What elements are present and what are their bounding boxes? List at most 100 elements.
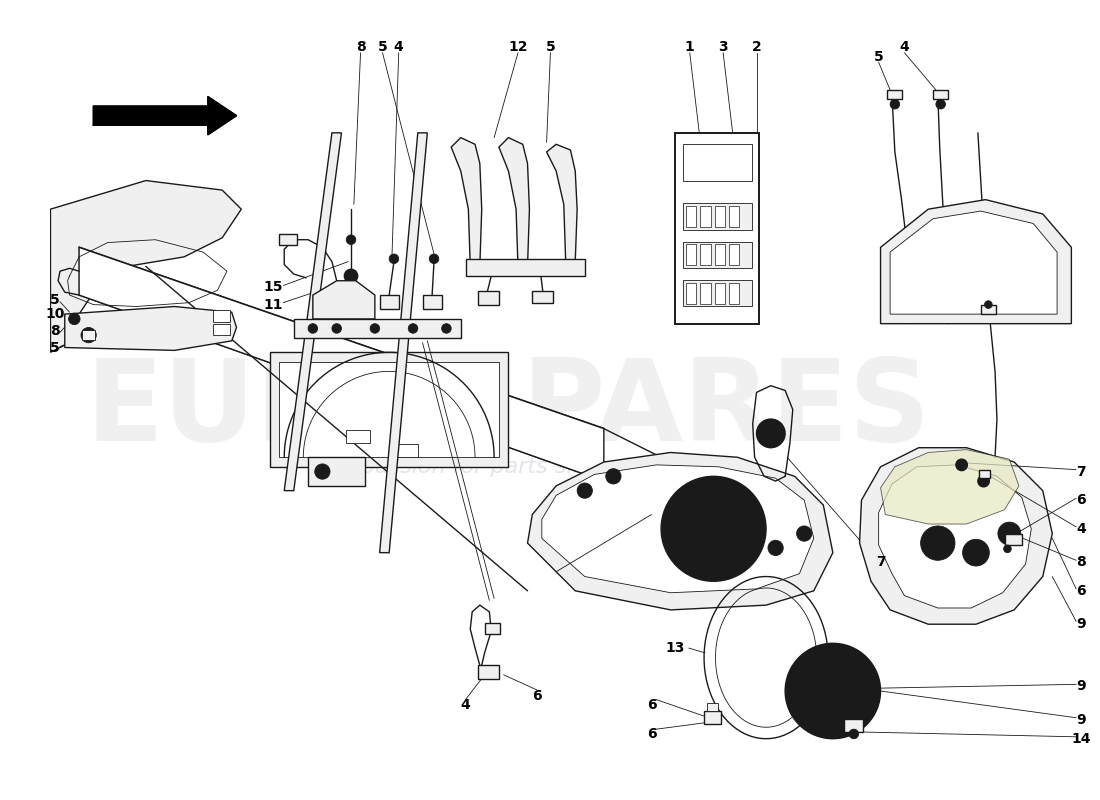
Circle shape	[578, 483, 593, 498]
Polygon shape	[284, 133, 341, 490]
Bar	[701, 206, 711, 227]
Text: 4: 4	[900, 40, 910, 54]
Circle shape	[442, 324, 451, 334]
Polygon shape	[879, 465, 1032, 608]
Text: 8: 8	[1076, 555, 1086, 570]
Text: 6: 6	[647, 698, 657, 712]
Text: 8: 8	[355, 40, 365, 54]
Bar	[212, 310, 230, 322]
Circle shape	[925, 530, 950, 555]
Circle shape	[796, 654, 869, 727]
Bar	[477, 291, 499, 305]
Circle shape	[768, 540, 783, 555]
Polygon shape	[294, 319, 461, 338]
Bar	[729, 206, 739, 227]
Circle shape	[1003, 545, 1011, 553]
Circle shape	[81, 327, 97, 342]
Circle shape	[671, 486, 757, 572]
Bar	[715, 245, 725, 266]
Bar	[888, 90, 902, 99]
Bar	[308, 458, 365, 486]
Text: 11: 11	[263, 298, 283, 311]
Text: 8: 8	[51, 324, 60, 338]
Polygon shape	[881, 200, 1071, 324]
Circle shape	[606, 469, 621, 484]
Bar	[981, 305, 996, 314]
Bar	[477, 666, 499, 678]
Circle shape	[370, 324, 379, 334]
Polygon shape	[379, 133, 427, 553]
Polygon shape	[499, 138, 529, 266]
Bar	[729, 245, 739, 266]
Bar	[715, 206, 725, 227]
Bar	[686, 282, 696, 304]
Circle shape	[1003, 527, 1016, 540]
Text: 4: 4	[461, 698, 471, 712]
Text: 5: 5	[546, 40, 556, 54]
Circle shape	[984, 301, 992, 309]
Polygon shape	[451, 138, 482, 266]
Bar	[701, 282, 711, 304]
Polygon shape	[528, 453, 833, 610]
Circle shape	[849, 729, 859, 738]
Bar	[532, 291, 553, 302]
Polygon shape	[881, 450, 1019, 524]
Bar	[701, 245, 711, 266]
Circle shape	[998, 522, 1021, 545]
Text: 6: 6	[647, 727, 657, 741]
Bar	[683, 203, 751, 230]
Text: 3: 3	[718, 40, 728, 54]
Text: 2: 2	[751, 40, 761, 54]
Text: 7: 7	[1076, 465, 1086, 478]
Bar	[729, 282, 739, 304]
Text: 13: 13	[666, 641, 685, 655]
Bar	[675, 133, 759, 324]
Polygon shape	[65, 306, 236, 350]
Bar	[81, 330, 96, 340]
Circle shape	[890, 99, 900, 109]
Bar	[683, 242, 751, 268]
Bar	[683, 280, 751, 306]
Polygon shape	[312, 281, 375, 319]
Circle shape	[308, 324, 318, 334]
Circle shape	[956, 459, 967, 470]
Polygon shape	[542, 465, 814, 593]
Bar	[1004, 534, 1022, 545]
Circle shape	[315, 464, 330, 479]
Bar	[845, 718, 864, 732]
Text: 12: 12	[508, 40, 528, 54]
Circle shape	[661, 476, 766, 582]
Bar	[279, 234, 297, 246]
Bar	[422, 295, 442, 310]
Text: 4: 4	[394, 40, 404, 54]
Text: 6: 6	[1076, 493, 1086, 507]
Circle shape	[757, 419, 785, 448]
Text: 14: 14	[1071, 732, 1091, 746]
Bar	[346, 430, 370, 443]
Circle shape	[967, 544, 984, 562]
Circle shape	[408, 324, 418, 334]
Bar	[465, 258, 585, 276]
Circle shape	[936, 99, 945, 109]
Text: 1: 1	[685, 40, 694, 54]
Circle shape	[389, 254, 398, 263]
Polygon shape	[859, 448, 1053, 624]
Text: 9: 9	[1076, 679, 1086, 694]
Circle shape	[921, 526, 955, 560]
Polygon shape	[51, 181, 241, 352]
Text: 6: 6	[532, 689, 542, 702]
Text: 9: 9	[1076, 713, 1086, 726]
Bar	[686, 245, 696, 266]
Text: 9: 9	[1076, 618, 1086, 631]
Bar	[212, 324, 230, 335]
Text: EUROSPARES: EUROSPARES	[86, 354, 932, 465]
Polygon shape	[547, 144, 578, 262]
Bar	[707, 703, 718, 711]
Bar	[379, 295, 398, 310]
Circle shape	[429, 254, 439, 263]
Text: 4: 4	[1076, 522, 1086, 536]
Text: 6: 6	[1076, 584, 1086, 598]
Bar	[485, 623, 499, 634]
Text: 15: 15	[263, 281, 283, 294]
Polygon shape	[79, 247, 604, 481]
